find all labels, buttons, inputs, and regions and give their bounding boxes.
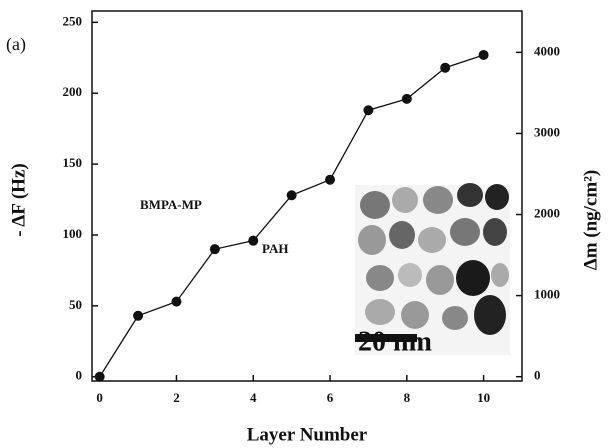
data-point <box>440 63 450 73</box>
data-point <box>479 50 489 60</box>
x-tick-label: 0 <box>96 390 103 405</box>
x-tick-label: 8 <box>404 390 411 405</box>
annotation: PAH <box>262 241 288 256</box>
x-tick-label: 4 <box>250 390 257 405</box>
data-point <box>210 244 220 254</box>
annotation: BMPA-MP <box>140 197 202 212</box>
data-point <box>325 175 335 185</box>
data-point <box>95 372 105 382</box>
y-tick-label: 150 <box>63 155 83 170</box>
y2-tick-label: 1000 <box>534 287 560 302</box>
y-tick-label: 250 <box>63 13 83 28</box>
inset-scale-label: 20 nm <box>358 326 432 357</box>
y-tick-label: 200 <box>63 84 83 99</box>
chart: (a) 20 nm BMPA-MP PAH Layer Number - ΔF … <box>0 0 608 448</box>
x-axis-title: Layer Number <box>247 424 368 445</box>
data-point <box>133 311 143 321</box>
page: {"chart_data": {"type": "line", "panel_l… <box>0 0 608 448</box>
y2-tick-label: 0 <box>534 368 541 383</box>
data-point <box>402 94 412 104</box>
y-tick-label: 50 <box>69 297 82 312</box>
x-tick-label: 10 <box>477 390 490 405</box>
data-point <box>248 236 258 246</box>
data-point <box>363 105 373 115</box>
x-tick-label: 6 <box>327 390 334 405</box>
y-axis-title: - ΔF (Hz) <box>8 163 29 236</box>
x-tick-label: 2 <box>173 390 180 405</box>
y2-tick-label: 3000 <box>534 124 560 139</box>
data-point <box>287 190 297 200</box>
panel-label: (a) <box>6 34 26 55</box>
y2-tick-label: 2000 <box>534 206 560 221</box>
y-tick-label: 0 <box>76 368 83 383</box>
y-tick-label: 100 <box>63 226 83 241</box>
data-point <box>171 297 181 307</box>
y2-axis-title: Δm (ng/cm²) <box>580 170 601 270</box>
y2-tick-label: 4000 <box>534 43 560 58</box>
